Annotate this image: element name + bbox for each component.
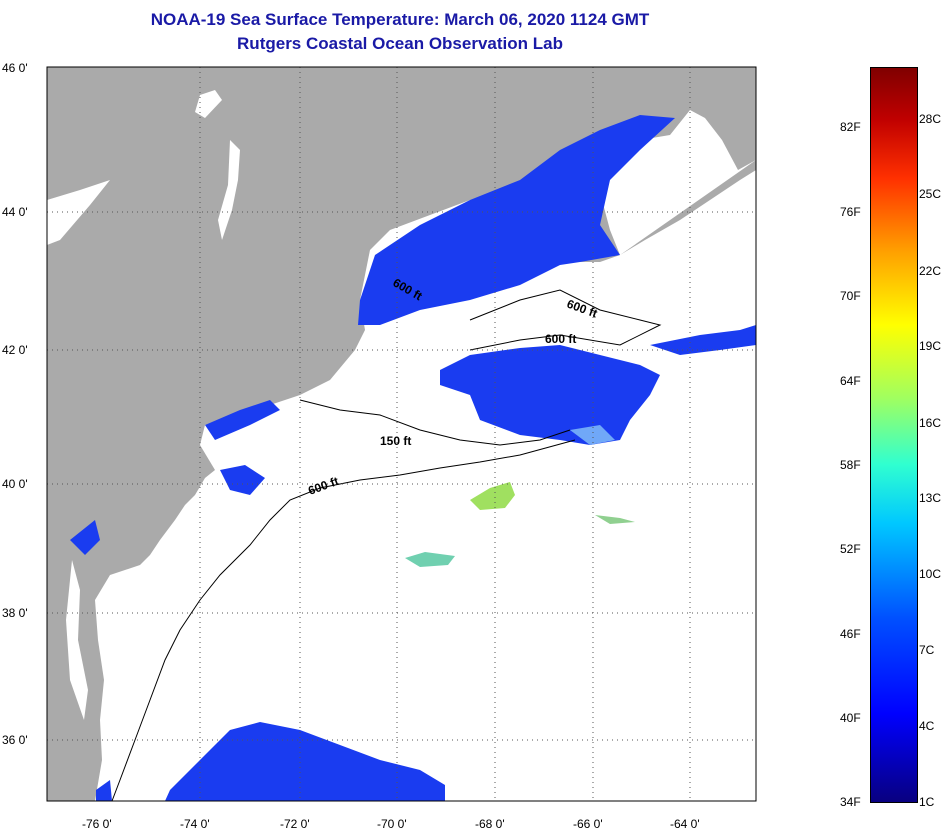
lat-label: 40 0' — [2, 477, 28, 491]
sst-gulf-of-maine — [358, 115, 675, 325]
lon-label: -70 0' — [377, 817, 407, 831]
sst-east-patch — [650, 325, 756, 355]
lon-label: -74 0' — [180, 817, 210, 831]
sst-sw-patch — [96, 780, 112, 801]
sst-warm-eddy — [405, 552, 455, 567]
lat-label: 44 0' — [2, 205, 28, 219]
colorbar-c-label: 1C — [919, 795, 935, 809]
lake — [218, 140, 240, 240]
lon-label: -76 0' — [82, 817, 112, 831]
lat-label: 36 0' — [2, 733, 28, 747]
lon-label: -72 0' — [280, 817, 310, 831]
colorbar-f-label: 40F — [840, 711, 861, 725]
sst-georges-bank — [440, 345, 660, 445]
sst-bank-detail — [570, 425, 615, 445]
colorbar-c-label: 25C — [919, 187, 942, 201]
contour-600ft-shelf — [111, 439, 576, 801]
colorbar-f-label: 34F — [840, 795, 861, 809]
chesapeake — [66, 560, 88, 720]
colorbar-f-label: 76F — [840, 205, 861, 219]
sst-warm-eddy — [595, 515, 635, 524]
sst-map: 600 ft 600 ft 600 ft 150 ft 600 ft 46 0'… — [2, 61, 757, 831]
lake — [195, 90, 222, 118]
colorbar-f-label: 58F — [840, 458, 861, 472]
lake — [47, 180, 110, 245]
contour-label: 150 ft — [380, 434, 411, 448]
colorbar-c-label: 28C — [919, 112, 942, 126]
lat-label: 38 0' — [2, 606, 28, 620]
contour-600ft — [469, 289, 662, 351]
colorbar-f-label: 70F — [840, 289, 861, 303]
temperature-colorbar — [870, 67, 918, 803]
lat-label: 42 0' — [2, 343, 28, 357]
colorbar-c-label: 19C — [919, 339, 942, 353]
colorbar-f-label: 64F — [840, 374, 861, 388]
colorbar-f-label: 46F — [840, 627, 861, 641]
sst-delmarva — [70, 520, 100, 555]
map-subtitle: Rutgers Coastal Ocean Observation Lab — [237, 34, 563, 53]
colorbar-c-label: 10C — [919, 567, 942, 581]
map-gridlines — [47, 67, 756, 801]
lat-label: 46 0' — [2, 61, 28, 75]
colorbar-c-label: 13C — [919, 491, 942, 505]
lon-label: -66 0' — [573, 817, 603, 831]
lon-label: -64 0' — [670, 817, 700, 831]
lon-label: -68 0' — [475, 817, 505, 831]
sst-southern-patch — [165, 722, 445, 801]
sst-south-new-england — [205, 400, 280, 440]
colorbar-c-label: 22C — [919, 264, 942, 278]
contour-150ft — [299, 399, 571, 446]
sst-warm-eddy — [470, 482, 515, 510]
contour-label: 600 ft — [545, 332, 576, 346]
map-title: NOAA-19 Sea Surface Temperature: March 0… — [150, 10, 650, 29]
colorbar-c-label: 7C — [919, 643, 935, 657]
map-frame — [46, 66, 757, 802]
sst-nj-patch — [220, 465, 265, 495]
colorbar-f-label: 82F — [840, 120, 861, 134]
colorbar-c-label: 4C — [919, 719, 935, 733]
colorbar-c-label: 16C — [919, 416, 942, 430]
colorbar-f-label: 52F — [840, 542, 861, 556]
